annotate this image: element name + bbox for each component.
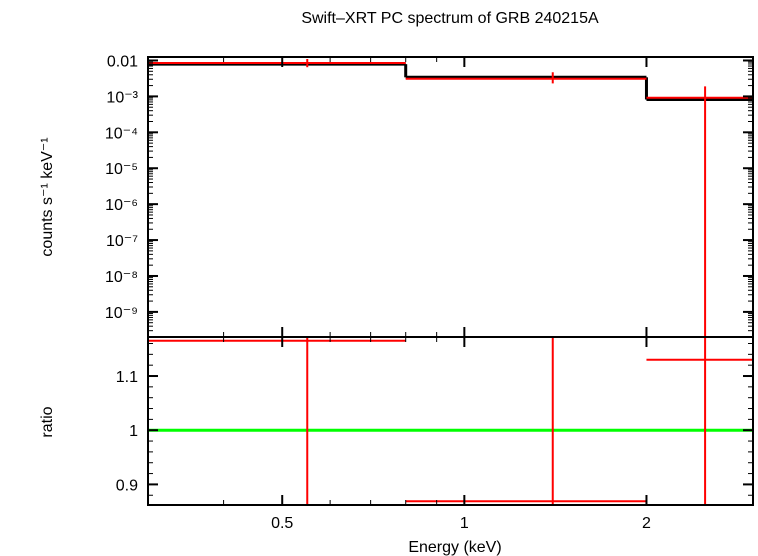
bottom-y-axis-label: ratio	[39, 406, 56, 437]
top-y-tick-label: 10⁻³	[106, 89, 138, 106]
top-y-tick-label: 10⁻⁴	[105, 125, 138, 142]
top-y-tick-label: 10⁻⁵	[105, 161, 138, 178]
x-tick-label: 2	[642, 515, 651, 532]
ratio-panel: 0.9 1 1.1 0.5 1 2	[116, 57, 754, 532]
ratio-y-tick-label: 1.1	[116, 369, 138, 386]
top-y-axis-label: counts s⁻¹ keV⁻¹	[39, 137, 56, 256]
top-y-tick-label: 10⁻⁶	[105, 197, 138, 214]
x-tick-label: 0.5	[271, 515, 293, 532]
top-y-tick-label: 10⁻⁷	[106, 233, 138, 250]
ratio-frame	[147, 336, 754, 506]
x-axis-label: Energy (keV)	[408, 539, 501, 556]
ratio-y-tick-label: 1	[129, 423, 138, 440]
spectrum-panel: 0.01 10⁻³ 10⁻⁴ 10⁻⁵ 10⁻⁶ 10⁻⁷ 10⁻⁸ 10⁻⁹	[105, 53, 754, 338]
chart-title: Swift–XRT PC spectrum of GRB 240215A	[301, 10, 599, 27]
top-y-tick-label: 0.01	[107, 53, 138, 70]
x-tick-label: 1	[460, 515, 469, 532]
top-y-tick-label: 10⁻⁸	[105, 269, 138, 286]
ratio-y-tick-label: 0.9	[116, 477, 138, 494]
top-y-tick-label: 10⁻⁹	[105, 305, 138, 322]
